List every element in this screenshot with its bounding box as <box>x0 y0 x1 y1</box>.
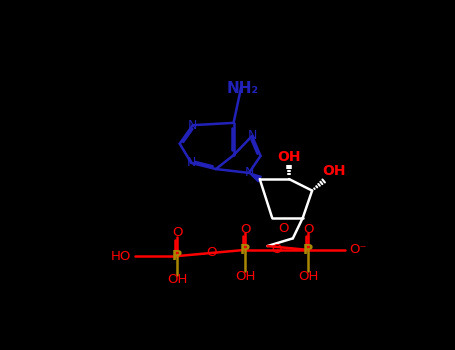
Text: HO: HO <box>111 250 131 262</box>
Text: OH: OH <box>298 270 318 282</box>
Text: O: O <box>206 246 217 259</box>
Text: O: O <box>303 223 313 236</box>
Text: P: P <box>240 243 250 257</box>
Text: N: N <box>248 130 257 142</box>
Text: N: N <box>187 156 196 169</box>
Text: OH: OH <box>322 164 345 178</box>
Text: P: P <box>303 243 313 257</box>
Polygon shape <box>249 173 261 182</box>
Text: NH₂: NH₂ <box>227 82 259 97</box>
Text: OH: OH <box>277 150 301 164</box>
Text: O: O <box>172 226 182 239</box>
Text: OH: OH <box>167 273 187 286</box>
Text: O: O <box>272 243 282 257</box>
Text: P: P <box>172 249 182 263</box>
Text: O⁻: O⁻ <box>349 243 367 257</box>
Text: N: N <box>244 166 253 180</box>
Text: O: O <box>240 223 250 236</box>
Text: N: N <box>188 119 197 132</box>
Text: O: O <box>278 222 289 235</box>
Text: OH: OH <box>235 270 255 282</box>
